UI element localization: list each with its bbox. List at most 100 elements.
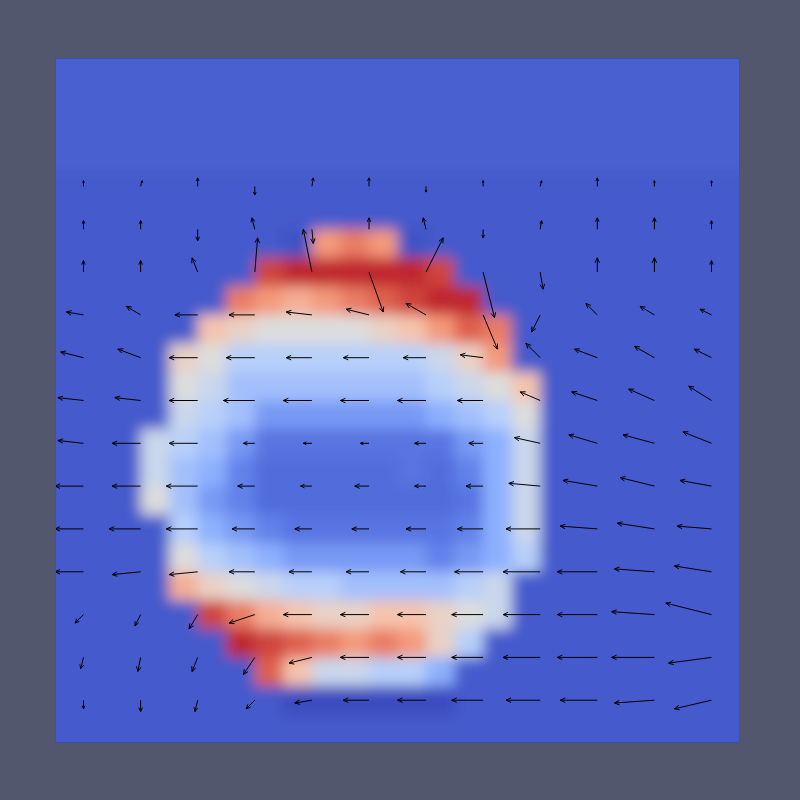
- cell: [398, 315, 427, 344]
- cell: [569, 572, 598, 601]
- cell: [512, 201, 541, 230]
- cell: [198, 686, 227, 715]
- vector-arrow: [710, 261, 714, 273]
- vector-arrow: [575, 349, 598, 358]
- cell: [654, 87, 683, 116]
- cell: [597, 258, 626, 287]
- cell: [340, 372, 369, 401]
- cell: [141, 58, 170, 87]
- cell: [540, 486, 569, 515]
- vector-arrow: [75, 615, 84, 624]
- cell: [512, 115, 541, 144]
- cell: [626, 401, 655, 430]
- cell: [84, 401, 113, 430]
- cell: [312, 486, 341, 515]
- cell: [169, 572, 198, 601]
- cell: [540, 343, 569, 372]
- cell: [226, 115, 255, 144]
- cell: [455, 458, 484, 487]
- cell: [84, 201, 113, 230]
- cell: [512, 87, 541, 116]
- cell: [340, 429, 369, 458]
- vector-arrow: [398, 655, 427, 660]
- cell: [226, 58, 255, 87]
- cell: [398, 87, 427, 116]
- cell: [597, 315, 626, 344]
- cell: [198, 343, 227, 372]
- vector-arrow: [572, 391, 598, 400]
- cell: [283, 258, 312, 287]
- cell: [55, 714, 84, 743]
- cell: [55, 115, 84, 144]
- cell: [55, 87, 84, 116]
- cell: [426, 315, 455, 344]
- cell: [112, 572, 141, 601]
- cell: [198, 714, 227, 743]
- cell: [340, 657, 369, 686]
- cell: [426, 201, 455, 230]
- cell: [55, 429, 84, 458]
- cell: [512, 372, 541, 401]
- cell: [169, 87, 198, 116]
- cell: [340, 686, 369, 715]
- cell: [711, 87, 740, 116]
- cell: [340, 486, 369, 515]
- cell: [255, 58, 284, 87]
- cell: [198, 629, 227, 658]
- vector-arrow: [711, 181, 713, 187]
- cell: [198, 543, 227, 572]
- cell: [597, 144, 626, 173]
- cell: [112, 629, 141, 658]
- cell: [569, 515, 598, 544]
- cell: [483, 172, 512, 201]
- vector-arrow: [653, 218, 657, 230]
- vector-arrow: [398, 612, 427, 617]
- cell: [226, 372, 255, 401]
- cell: [683, 172, 712, 201]
- cell: [540, 714, 569, 743]
- cell: [398, 172, 427, 201]
- cell: [141, 714, 170, 743]
- cell: [198, 572, 227, 601]
- cell: [512, 229, 541, 258]
- vector-arrow: [455, 570, 484, 575]
- cell: [226, 229, 255, 258]
- cell: [198, 401, 227, 430]
- cell: [398, 401, 427, 430]
- cell: [55, 600, 84, 629]
- cell: [112, 600, 141, 629]
- vector-arrow: [55, 527, 84, 532]
- cell: [512, 58, 541, 87]
- vector-arrow: [368, 178, 371, 187]
- cell: [597, 58, 626, 87]
- cell: [483, 572, 512, 601]
- cell: [483, 629, 512, 658]
- cell: [84, 315, 113, 344]
- cell: [398, 515, 427, 544]
- cell: [540, 258, 569, 287]
- cell: [255, 429, 284, 458]
- cell: [340, 543, 369, 572]
- vector-arrow: [58, 439, 84, 444]
- vector-arrow: [483, 315, 497, 349]
- cell: [483, 229, 512, 258]
- cell: [512, 172, 541, 201]
- cell: [226, 543, 255, 572]
- cell: [169, 629, 198, 658]
- cell: [398, 343, 427, 372]
- cell: [312, 657, 341, 686]
- cell: [512, 429, 541, 458]
- cell: [398, 229, 427, 258]
- vector-arrow: [340, 655, 369, 660]
- vector-arrow: [360, 442, 369, 445]
- cell: [169, 372, 198, 401]
- cell: [84, 429, 113, 458]
- cell: [626, 657, 655, 686]
- cell: [369, 229, 398, 258]
- vector-arrow: [503, 655, 540, 660]
- vector-arrow: [82, 700, 85, 709]
- cell: [369, 372, 398, 401]
- cell: [312, 714, 341, 743]
- cell: [626, 172, 655, 201]
- cell: [255, 87, 284, 116]
